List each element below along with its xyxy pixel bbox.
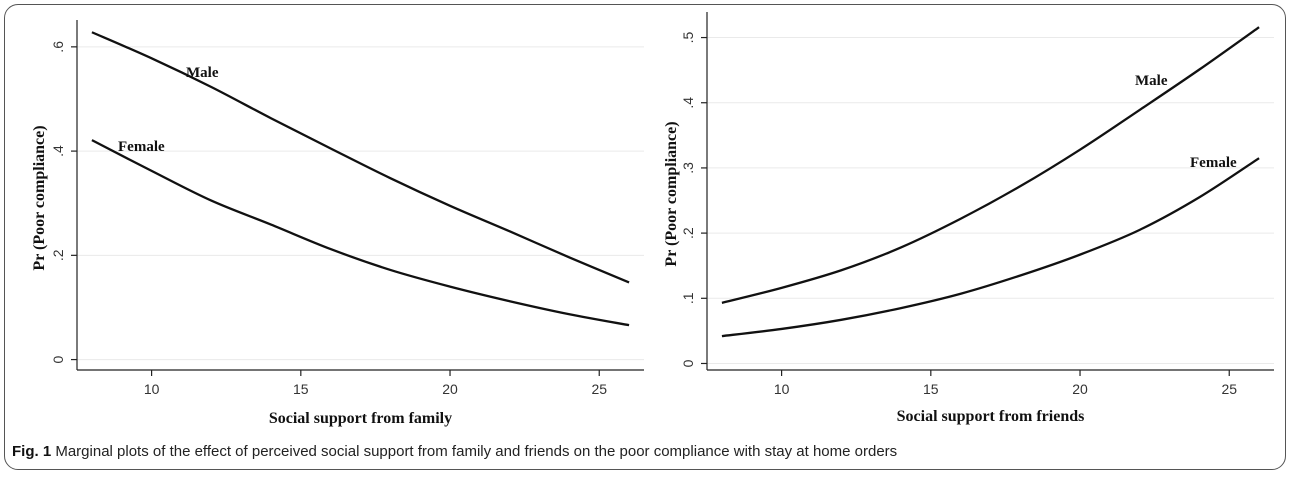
chart-panel-2: 0 .1 .2 .3 .4 .5 10 15 20 25 Social support from f… bbox=[663, 12, 1274, 425]
x-axis-title: Social support from friends bbox=[897, 408, 1085, 425]
y-tick-label: 0 bbox=[680, 359, 696, 367]
y-axis-title: Pr (Poor compliance) bbox=[31, 125, 48, 270]
caption-text: Marginal plots of the effect of perceive… bbox=[55, 443, 898, 460]
x-tick-label: 10 bbox=[774, 381, 790, 397]
y-tick-label: .3 bbox=[680, 162, 696, 174]
y-tick-label: .4 bbox=[50, 145, 66, 157]
y-axis-title: Pr (Poor compliance) bbox=[663, 121, 680, 266]
series-line-male bbox=[91, 31, 630, 284]
series-label-male: Male bbox=[1135, 73, 1168, 89]
x-tick-label: 15 bbox=[293, 381, 309, 397]
y-tick-label: .5 bbox=[680, 32, 696, 44]
y-tick-label: .4 bbox=[680, 97, 696, 109]
series-label-female: Female bbox=[1190, 155, 1237, 171]
figure-frame bbox=[4, 4, 1286, 470]
series-label-female: Female bbox=[118, 139, 165, 155]
x-tick-label: 25 bbox=[591, 381, 607, 397]
series-line-female bbox=[721, 157, 1260, 338]
x-tick-label: 25 bbox=[1221, 381, 1237, 397]
caption-label: Fig. 1 bbox=[12, 443, 52, 460]
x-tick-label: 20 bbox=[442, 381, 458, 397]
x-axis-title: Social support from family bbox=[269, 410, 452, 427]
x-tick-label: 10 bbox=[144, 381, 160, 397]
figure-caption: Fig. 1 Marginal plots of the effect of p… bbox=[12, 443, 1282, 460]
y-tick-label: .1 bbox=[680, 292, 696, 304]
y-tick-label: .2 bbox=[680, 227, 696, 239]
chart-panel-1: 0 .2 .4 .6 10 15 20 25 Social support from famil… bbox=[31, 20, 644, 427]
series-line-female bbox=[91, 139, 630, 327]
y-tick-label: .6 bbox=[50, 41, 66, 53]
series-line-male bbox=[721, 26, 1260, 304]
y-tick-label: .2 bbox=[50, 249, 66, 261]
x-tick-label: 15 bbox=[923, 381, 939, 397]
x-tick-label: 20 bbox=[1072, 381, 1088, 397]
y-tick-label: 0 bbox=[50, 355, 66, 363]
series-label-male: Male bbox=[186, 65, 219, 81]
